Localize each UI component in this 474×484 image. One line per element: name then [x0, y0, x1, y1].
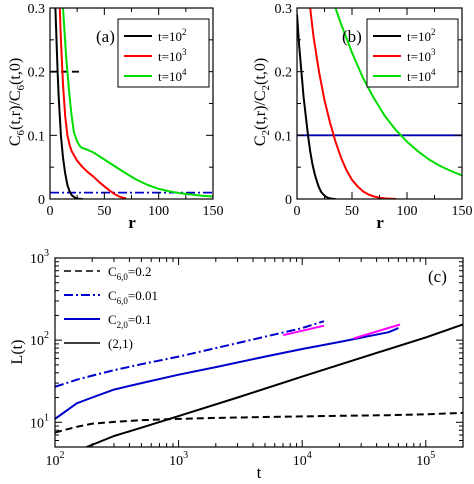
panel-a: 0 50 100 150 0 0.1 0.2 0.3 (a) r C6(t,r)/C6(t,0…: [7, 2, 224, 232]
x-tick-label: 104: [293, 450, 312, 469]
panel-c-frame: [54, 257, 464, 448]
y-tick-label: 101: [30, 412, 49, 431]
legend-label-2-1: (2,1): [108, 336, 133, 351]
x-tick-label: 0: [47, 204, 54, 219]
legend-label-c6-001: C6,0=0.01: [108, 288, 158, 306]
panel-c-legend: C6,0=0.2 C6,0=0.01 C2,0=0.1 (2,1): [64, 264, 158, 351]
panel-b-legend: t=102 t=103 t=104: [366, 18, 459, 88]
x-tick-label: 100: [148, 204, 169, 219]
series-line: [55, 320, 325, 388]
panel-a-ticks: 0 50 100 150 0 0.1 0.2 0.3: [28, 2, 224, 219]
panel-c-label: (c): [428, 267, 447, 286]
x-tick-label: 150: [452, 204, 473, 219]
series-line: [86, 323, 463, 447]
panel-b-xlabel: r: [376, 213, 384, 232]
legend-label-t10000: t=104: [158, 67, 187, 84]
x-tick-label: 50: [345, 204, 359, 219]
panel-c-plot-area: [55, 320, 463, 447]
y-tick-label: 0.2: [275, 66, 293, 81]
panel-a-label: (a): [96, 27, 115, 46]
panel-c: 102 103 104 105 101 102 103 (c) t L(t) C6,0=0.…: [9, 248, 464, 482]
panel-b-ticks: 0 50 100 150 0 0.1 0.2 0.3: [275, 2, 473, 219]
series-line: [309, 8, 397, 199]
legend-label-t1000: t=103: [158, 47, 187, 64]
y-tick-label: 0.3: [275, 2, 293, 17]
y-tick-label: 0: [285, 193, 292, 208]
series-line: [55, 327, 399, 420]
series-line: [297, 14, 336, 199]
x-tick-label: 103: [169, 450, 188, 469]
panel-a-ylabel: C6(t,r)/C6(t,0): [7, 58, 27, 146]
y-tick-label: 0: [38, 193, 45, 208]
y-tick-label: 0.2: [28, 66, 46, 81]
legend-label-c2-01: C2,0=0.1: [108, 312, 152, 330]
y-tick-label: 0.1: [275, 129, 293, 144]
x-tick-label: 50: [97, 204, 111, 219]
legend-label-t1000: t=103: [407, 47, 436, 64]
y-tick-label: 102: [30, 330, 49, 349]
x-tick-label: 150: [203, 204, 224, 219]
x-tick-label: 100: [397, 204, 418, 219]
legend-label-t100: t=102: [407, 27, 435, 44]
series-line: [353, 323, 401, 340]
panel-b-ylabel: C2(t,r)/C2(t,0): [252, 58, 272, 146]
series-line: [282, 324, 325, 337]
panel-b: 0 50 100 150 0 0.1 0.2 0.3 (b) r C2(t,r)/C2(t,0…: [252, 2, 473, 232]
panel-b-plot-area: [297, 8, 462, 199]
x-tick-label: 105: [416, 450, 435, 469]
y-tick-label: 103: [30, 248, 49, 267]
panel-c-ylabel: L(t): [9, 340, 26, 365]
panel-b-label: (b): [342, 27, 362, 46]
y-tick-label: 0.1: [28, 129, 46, 144]
y-tick-label: 0.3: [28, 2, 46, 17]
x-tick-label: 102: [46, 450, 65, 469]
legend-label-t10000: t=104: [407, 67, 436, 84]
panel-c-xlabel: t: [257, 463, 262, 482]
series-line: [334, 8, 462, 177]
panel-a-plot-area: [50, 8, 213, 199]
panel-c-ticks: 102 103 104 105 101 102 103: [30, 248, 464, 469]
panel-a-legend: t=102 t=103 t=104: [117, 18, 210, 88]
legend-label-c6-02: C6,0=0.2: [108, 264, 152, 282]
series-line: [62, 8, 213, 198]
series-line: [55, 411, 463, 434]
panel-a-xlabel: r: [128, 213, 136, 232]
series-line: [54, 8, 83, 199]
legend-label-t100: t=102: [158, 27, 186, 44]
series-line: [58, 8, 127, 199]
x-tick-label: 0: [294, 204, 301, 219]
